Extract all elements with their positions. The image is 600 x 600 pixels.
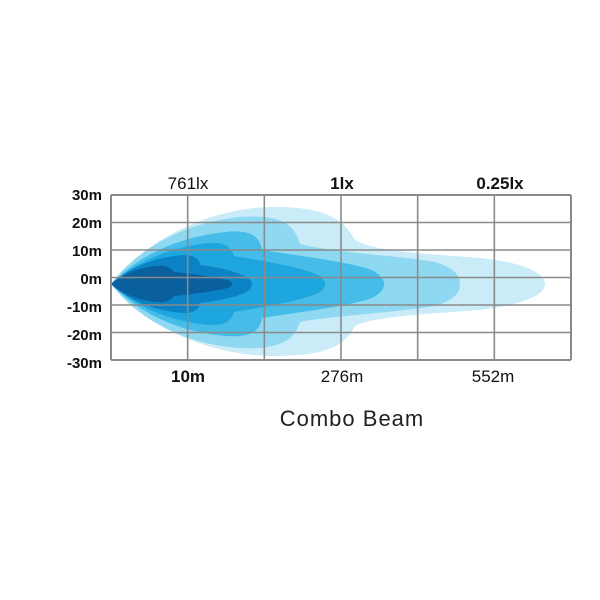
top-label-0-25lx: 0.25lx: [476, 174, 524, 193]
y-tick-label: 30m: [72, 187, 102, 204]
chart-grid: [110, 194, 572, 361]
bottom-label-552m: 552m: [472, 367, 515, 386]
y-tick-label: -10m: [67, 299, 102, 316]
bottom-axis-labels: 10m 276m 552m: [171, 367, 514, 386]
bottom-label-276m: 276m: [321, 367, 364, 386]
beam-zone-6: [111, 266, 232, 302]
y-tick-label: 10m: [72, 243, 102, 260]
y-tick-label: 0m: [80, 271, 102, 288]
top-axis-labels: 761lx 1lx 0.25lx: [168, 174, 524, 193]
chart-title: Combo Beam: [280, 406, 425, 431]
top-label-1lx: 1lx: [330, 174, 354, 193]
y-tick-label: -30m: [67, 355, 102, 372]
top-label-761lx: 761lx: [168, 174, 209, 193]
y-axis-ticks: 30m 20m 10m 0m -10m -20m -30m: [67, 187, 102, 372]
y-tick-label: 20m: [72, 215, 102, 232]
y-tick-label: -20m: [67, 327, 102, 344]
bottom-label-10m: 10m: [171, 367, 205, 386]
